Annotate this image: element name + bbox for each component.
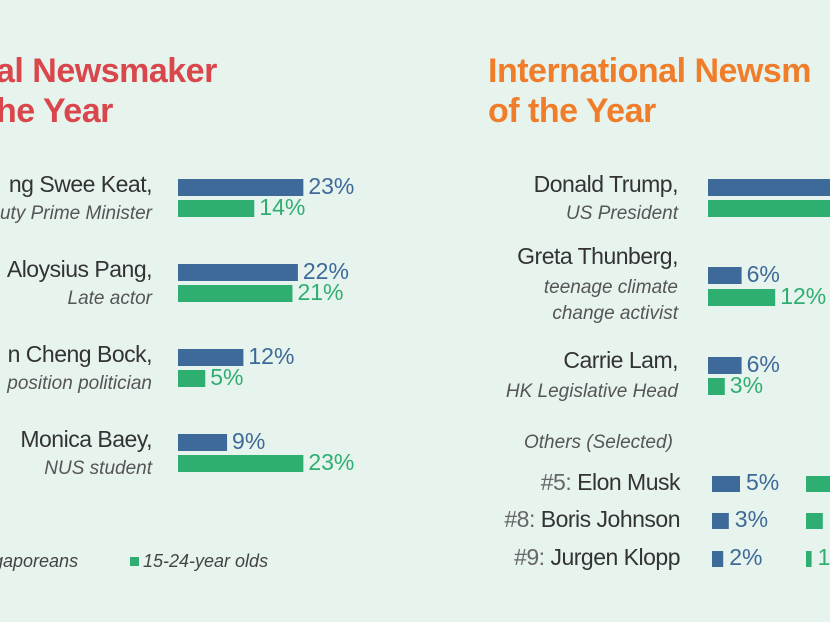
bar xyxy=(178,179,304,196)
bar xyxy=(806,551,812,567)
value-label: 5% xyxy=(746,469,779,495)
value-label: 9% xyxy=(232,428,265,454)
name: Boris Johnson xyxy=(541,506,680,532)
value-label: 6% xyxy=(747,261,780,287)
rank: #9: xyxy=(514,544,544,570)
value-label: 23% xyxy=(308,173,354,199)
person-name: ng Swee Keat, xyxy=(9,171,152,197)
bar xyxy=(708,357,742,374)
bar xyxy=(708,267,742,284)
value-label: 23% xyxy=(308,449,354,475)
person-role: change activist xyxy=(552,303,678,324)
name: Jurgen Klopp xyxy=(550,544,680,570)
person-role: position politician xyxy=(6,373,152,394)
value-label: 6% xyxy=(747,351,780,377)
person-name: Donald Trump, xyxy=(534,171,678,197)
person-role: uty Prime Minister xyxy=(0,203,153,224)
value-label: 3% xyxy=(730,372,763,398)
chart-title: he Year xyxy=(0,92,113,130)
bar xyxy=(178,434,228,451)
person-name: Monica Baey, xyxy=(20,426,152,452)
other-name: #8: Boris Johnson xyxy=(504,506,680,532)
bar xyxy=(178,200,255,217)
value-label: 1 xyxy=(818,544,830,570)
rank: #5: xyxy=(541,469,571,495)
bar xyxy=(806,513,823,529)
person-role: HK Legislative Head xyxy=(506,381,680,402)
person-name: Aloysius Pang, xyxy=(7,256,152,282)
chart-title: International Newsm xyxy=(488,52,811,90)
others-title: Others (Selected) xyxy=(524,432,673,453)
other-name: #5: Elon Musk xyxy=(541,469,681,495)
person-name: Carrie Lam, xyxy=(563,347,678,373)
bar xyxy=(178,370,206,387)
bar xyxy=(712,513,729,529)
bar xyxy=(712,476,740,492)
rank: #8: xyxy=(504,506,534,532)
bar xyxy=(178,455,304,472)
value-label: 14% xyxy=(259,194,305,220)
value-label: 3% xyxy=(735,506,768,532)
person-name: n Cheng Bock, xyxy=(8,341,152,367)
other-name: #9: Jurgen Klopp xyxy=(514,544,680,570)
chart-title: al Newsmaker xyxy=(0,52,217,90)
person-role: teenage climate xyxy=(544,277,678,298)
legend-swatch xyxy=(130,557,139,566)
chart-title: of the Year xyxy=(488,92,656,130)
bar xyxy=(178,264,298,281)
bar xyxy=(708,179,830,196)
bar xyxy=(708,289,776,306)
value-label: 5% xyxy=(210,364,243,390)
value-label: 2% xyxy=(729,544,762,570)
value-label: 21% xyxy=(297,279,343,305)
value-label: 12% xyxy=(248,343,294,369)
person-role: NUS student xyxy=(44,458,152,479)
person-role: Late actor xyxy=(68,288,153,309)
bar xyxy=(708,378,725,395)
name: Elon Musk xyxy=(577,469,681,495)
value-label: 22% xyxy=(303,258,349,284)
bar xyxy=(806,476,830,492)
person-role: US President xyxy=(566,203,679,224)
bar xyxy=(178,349,244,366)
bar xyxy=(712,551,724,567)
bar xyxy=(178,285,293,302)
legend-label: 15-24-year olds xyxy=(143,551,268,571)
bar xyxy=(708,200,830,217)
value-label: 12% xyxy=(780,283,826,309)
legend-label: gaporeans xyxy=(0,551,78,571)
person-name: Greta Thunberg, xyxy=(517,243,678,269)
